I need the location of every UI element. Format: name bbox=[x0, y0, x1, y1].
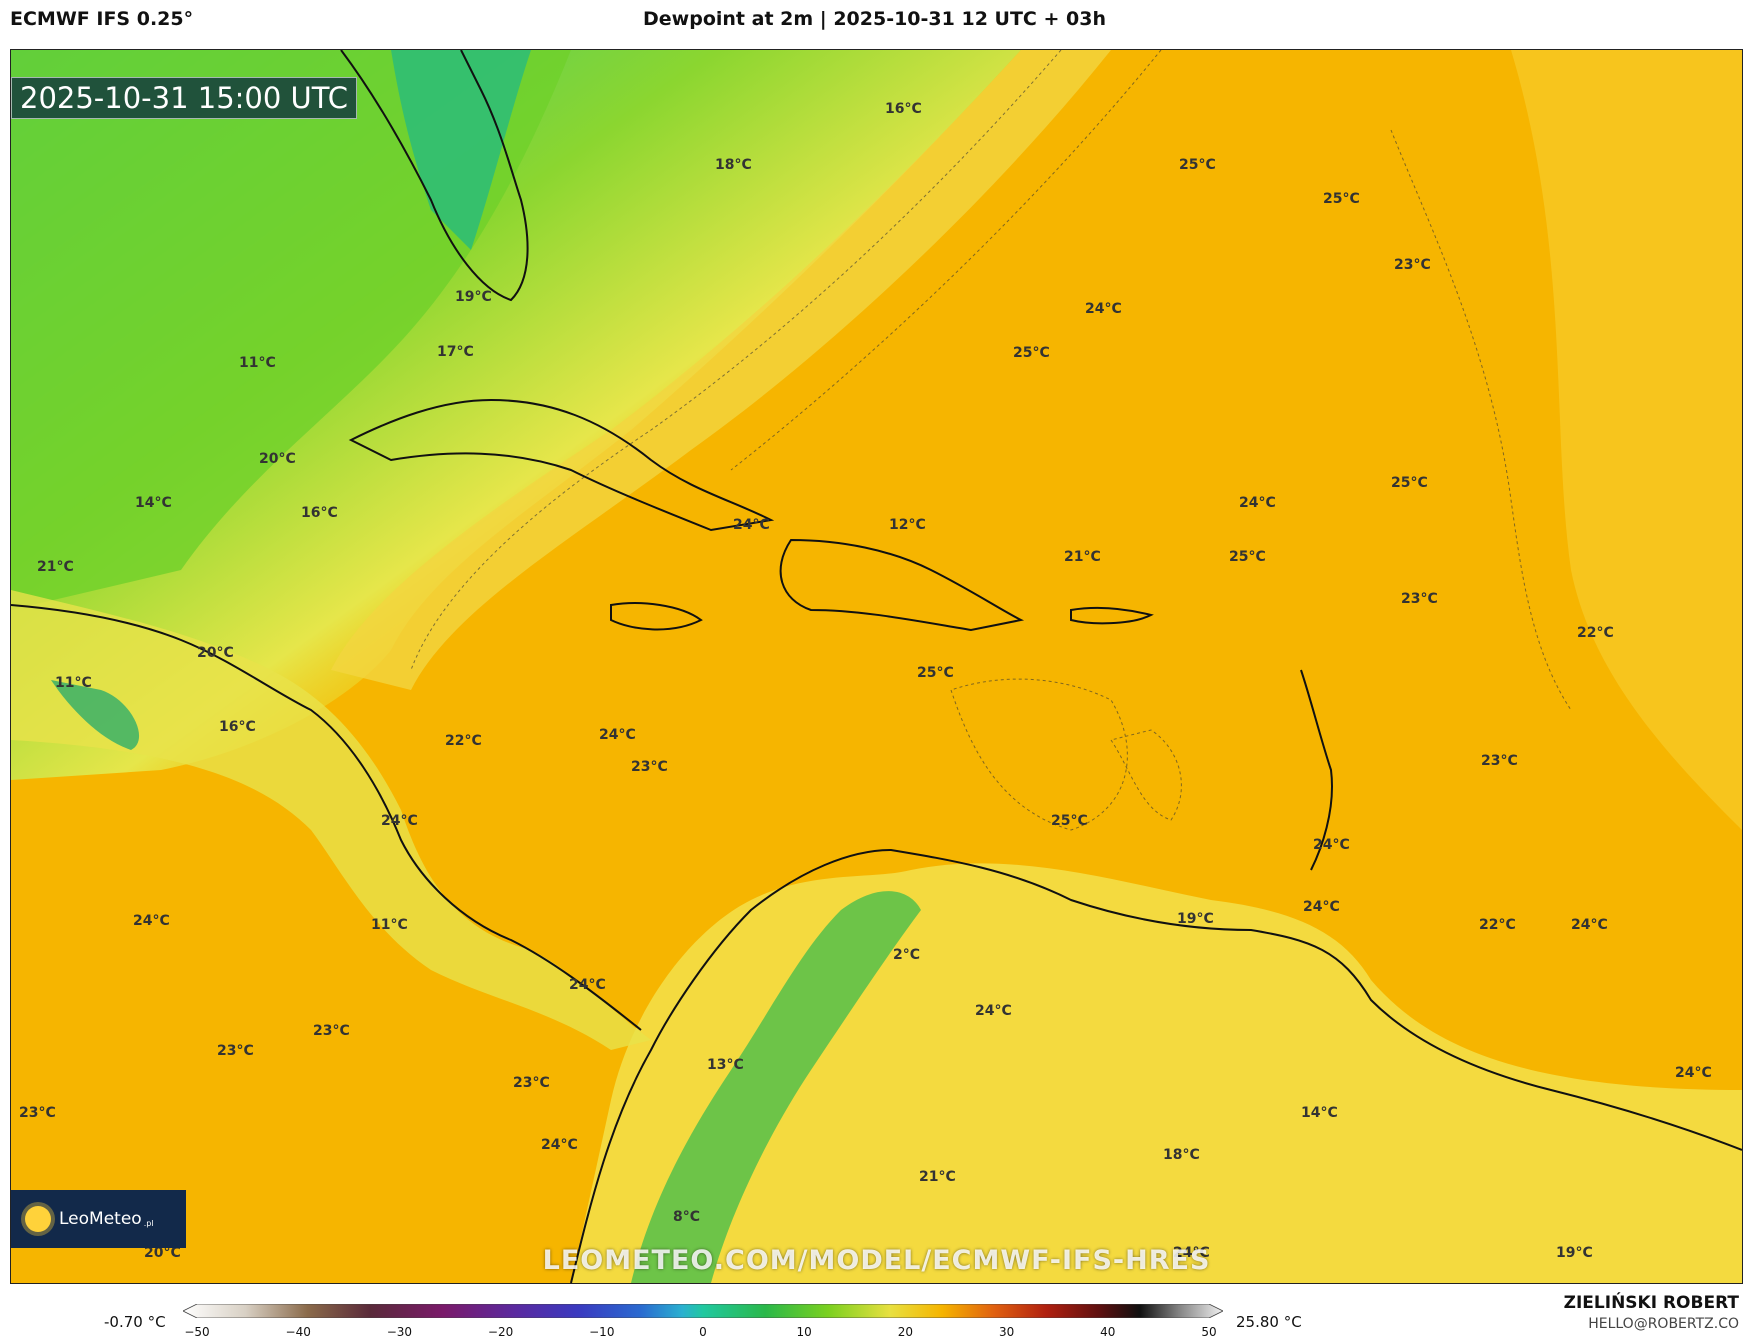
temperature-label: 20°C bbox=[197, 645, 234, 661]
temperature-label: 19°C bbox=[455, 289, 492, 305]
colorbar-tick: 50 bbox=[1201, 1325, 1217, 1339]
colorbar-tick: 20 bbox=[897, 1325, 914, 1339]
temperature-label: 24°C bbox=[1675, 1065, 1712, 1081]
temperature-label: 25°C bbox=[917, 665, 954, 681]
temperature-label: 25°C bbox=[1179, 157, 1216, 173]
temperature-label: 23°C bbox=[631, 759, 668, 775]
temperature-label: 23°C bbox=[313, 1023, 350, 1039]
temperature-label: 22°C bbox=[445, 733, 482, 749]
temperature-label: 11°C bbox=[239, 355, 276, 371]
temperature-label: 19°C bbox=[1177, 911, 1214, 927]
temperature-label: 11°C bbox=[55, 675, 92, 691]
temperature-label: 24°C bbox=[1571, 917, 1608, 933]
temperature-label: 25°C bbox=[1229, 549, 1266, 565]
temperature-label: 23°C bbox=[1401, 591, 1438, 607]
logo-text: LeoMeteo bbox=[59, 1209, 142, 1229]
temperature-label: 24°C bbox=[1173, 1245, 1210, 1261]
temperature-label: 19°C bbox=[1556, 1245, 1593, 1261]
temperature-label: 25°C bbox=[1013, 345, 1050, 361]
temperature-label: 14°C bbox=[135, 495, 172, 511]
legend-max-label: 25.80 °C bbox=[1236, 1313, 1302, 1331]
temperature-label: 11°C bbox=[371, 917, 408, 933]
temperature-label: 2°C bbox=[893, 947, 921, 963]
temperature-label: 24°C bbox=[1303, 899, 1340, 915]
model-label: ECMWF IFS 0.25° bbox=[10, 8, 194, 30]
temperature-label: 14°C bbox=[1301, 1105, 1338, 1121]
temperature-label: 25°C bbox=[1323, 191, 1360, 207]
source-watermark: LEOMETEO.COM/MODEL/ECMWF-IFS-HRES bbox=[542, 1245, 1211, 1276]
dewpoint-field bbox=[11, 50, 1742, 1283]
temperature-label: 16°C bbox=[301, 505, 338, 521]
temperature-label: 23°C bbox=[19, 1105, 56, 1121]
temperature-label: 16°C bbox=[219, 719, 256, 735]
colorbar-tick: 40 bbox=[1100, 1325, 1116, 1339]
colorbar-tick: 30 bbox=[998, 1325, 1015, 1339]
temperature-label: 24°C bbox=[381, 813, 418, 829]
temperature-label: 13°C bbox=[707, 1057, 744, 1073]
temperature-label: 23°C bbox=[513, 1075, 550, 1091]
colorbar-tick: −50 bbox=[184, 1325, 210, 1339]
colorbar-tick: 10 bbox=[796, 1325, 812, 1339]
colorbar-tick: −20 bbox=[487, 1325, 514, 1339]
author-name: ZIELIŃSKI ROBERT bbox=[1563, 1293, 1739, 1313]
temperature-label: 23°C bbox=[1394, 257, 1431, 273]
temperature-label: 24°C bbox=[541, 1137, 578, 1153]
temperature-label: 25°C bbox=[1051, 813, 1088, 829]
temperature-label: 24°C bbox=[1239, 495, 1276, 511]
temperature-label: 24°C bbox=[1085, 301, 1122, 317]
legend-min-label: -0.70 °C bbox=[104, 1313, 166, 1331]
sun-icon bbox=[25, 1206, 51, 1232]
temperature-label: 18°C bbox=[1163, 1147, 1200, 1163]
temperature-label: 12°C bbox=[889, 517, 926, 533]
valid-time-badge: 2025-10-31 15:00 UTC bbox=[11, 77, 358, 119]
temperature-label: 24°C bbox=[1313, 837, 1350, 853]
temperature-label: 24°C bbox=[599, 727, 636, 743]
temperature-label: 18°C bbox=[715, 157, 752, 173]
author-email[interactable]: HELLO@ROBERTZ.CO bbox=[1588, 1316, 1739, 1332]
leometeo-logo[interactable]: LeoMeteo .pl bbox=[11, 1190, 186, 1248]
logo-suffix: .pl bbox=[143, 1219, 154, 1228]
colorbar-tick: −10 bbox=[589, 1325, 615, 1339]
colorbar bbox=[183, 1304, 1223, 1318]
temperature-label: 24°C bbox=[975, 1003, 1012, 1019]
temperature-label: 25°C bbox=[1391, 475, 1428, 491]
colorbar-tick: −30 bbox=[386, 1325, 413, 1339]
temperature-label: 22°C bbox=[1479, 917, 1516, 933]
temperature-label: 24°C bbox=[733, 517, 770, 533]
temperature-label: 24°C bbox=[133, 913, 170, 929]
colorbar-tick: −40 bbox=[285, 1325, 311, 1339]
temperature-label: 8°C bbox=[673, 1209, 701, 1225]
temperature-label: 20°C bbox=[259, 451, 296, 467]
colorbar-tick: 0 bbox=[699, 1325, 707, 1339]
map-area[interactable]: 2025-10-31 15:00 UTC 16°C 18°C 25°C 25°C 23°… bbox=[10, 49, 1743, 1284]
temperature-label: 23°C bbox=[1481, 753, 1518, 769]
temperature-label: 16°C bbox=[885, 101, 922, 117]
temperature-label: 21°C bbox=[919, 1169, 956, 1185]
temperature-label: 20°C bbox=[144, 1245, 181, 1261]
temperature-label: 22°C bbox=[1577, 625, 1614, 641]
temperature-label: 21°C bbox=[1064, 549, 1101, 565]
temperature-label: 21°C bbox=[37, 559, 74, 575]
map-title: Dewpoint at 2m | 2025-10-31 12 UTC + 03h bbox=[643, 8, 1106, 30]
temperature-label: 24°C bbox=[569, 977, 606, 993]
temperature-label: 17°C bbox=[437, 344, 474, 360]
temperature-label: 23°C bbox=[217, 1043, 254, 1059]
